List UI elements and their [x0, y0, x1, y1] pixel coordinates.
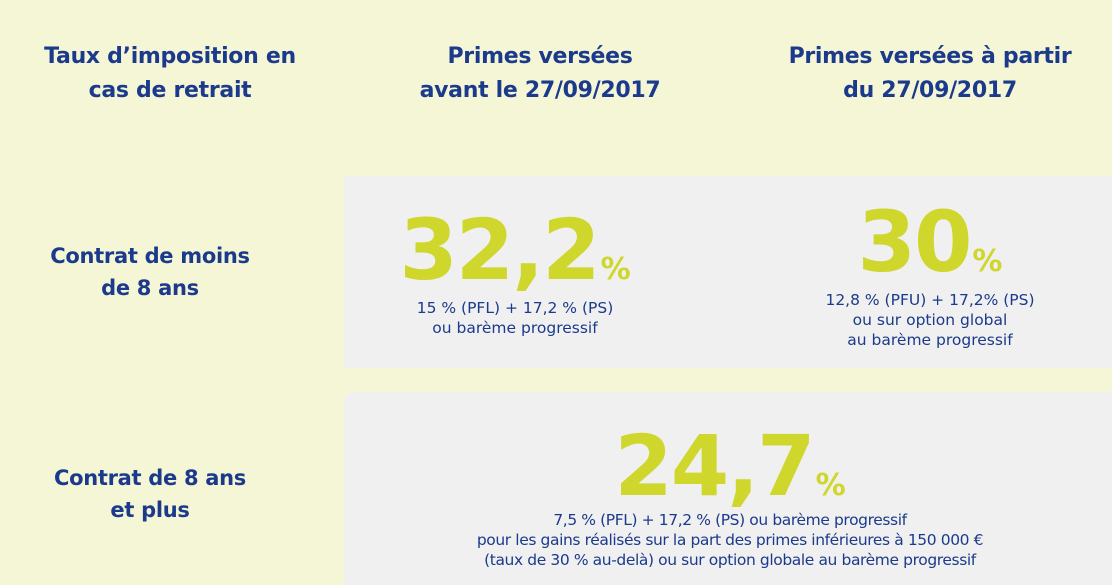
row-label-under-8-years-line1: Contrat de moins: [50, 244, 250, 268]
cell-under-8-before-2017: 32,2% 15 % (PFL) + 17,2 % (PS) ou barème…: [360, 208, 670, 338]
header-tax-rate-line2: cas de retrait: [88, 78, 252, 103]
header-after-2017: Primes versées à partir du 27/09/2017: [760, 40, 1100, 108]
rate-description-line: 7,5 % (PFL) + 17,2 % (PS) ou barème prog…: [553, 511, 907, 529]
rate-percent-sign: %: [972, 244, 1003, 279]
rate-percent-sign: %: [600, 252, 631, 287]
rate-description-line: au barème progressif: [847, 331, 1013, 349]
row-label-under-8-years-line2: de 8 ans: [101, 276, 199, 300]
row-label-8-years-plus-line2: et plus: [110, 498, 190, 522]
row-label-8-years-plus: Contrat de 8 ans et plus: [0, 462, 300, 526]
rate-number: 30: [857, 193, 973, 291]
rate-description: 12,8 % (PFU) + 17,2% (PS) ou sur option …: [760, 290, 1100, 350]
row-label-under-8-years: Contrat de moins de 8 ans: [0, 240, 300, 304]
header-tax-rate-line1: Taux d’imposition en: [44, 44, 296, 69]
rate-value: 32,2%: [360, 208, 670, 292]
header-before-2017-line2: avant le 27/09/2017: [419, 78, 661, 103]
rate-description-line: ou barème progressif: [432, 319, 598, 337]
header-before-2017: Primes versées avant le 27/09/2017: [390, 40, 690, 108]
rate-value: 24,7%: [380, 424, 1080, 508]
rate-value: 30%: [760, 200, 1100, 284]
header-after-2017-line2: du 27/09/2017: [843, 78, 1017, 103]
rate-description-line: (taux de 30 % au-delà) ou sur option glo…: [484, 551, 976, 569]
header-after-2017-line1: Primes versées à partir: [788, 44, 1072, 69]
row-box-under-8-years: [344, 176, 1112, 368]
rate-percent-sign: %: [815, 468, 846, 503]
rate-number: 32,2: [399, 201, 600, 299]
row-box-8-years-plus: [344, 392, 1112, 585]
rate-description-line: 15 % (PFL) + 17,2 % (PS): [416, 299, 614, 317]
rate-description-line: ou sur option global: [852, 311, 1008, 329]
cell-under-8-after-2017: 30% 12,8 % (PFU) + 17,2% (PS) ou sur opt…: [760, 200, 1100, 350]
row-label-8-years-plus-line1: Contrat de 8 ans: [53, 466, 247, 490]
rate-description-line: pour les gains réalisés sur la part des …: [476, 531, 984, 549]
header-tax-rate: Taux d’imposition en cas de retrait: [10, 40, 330, 108]
cell-8-years-plus-all: 24,7% 7,5 % (PFL) + 17,2 % (PS) ou barèm…: [380, 424, 1080, 570]
rate-description: 15 % (PFL) + 17,2 % (PS) ou barème progr…: [360, 298, 670, 338]
rate-number: 24,7: [614, 417, 815, 515]
rate-description-line: 12,8 % (PFU) + 17,2% (PS): [825, 291, 1035, 309]
header-before-2017-line1: Primes versées: [447, 44, 633, 69]
rate-description: 7,5 % (PFL) + 17,2 % (PS) ou barème prog…: [380, 510, 1080, 570]
